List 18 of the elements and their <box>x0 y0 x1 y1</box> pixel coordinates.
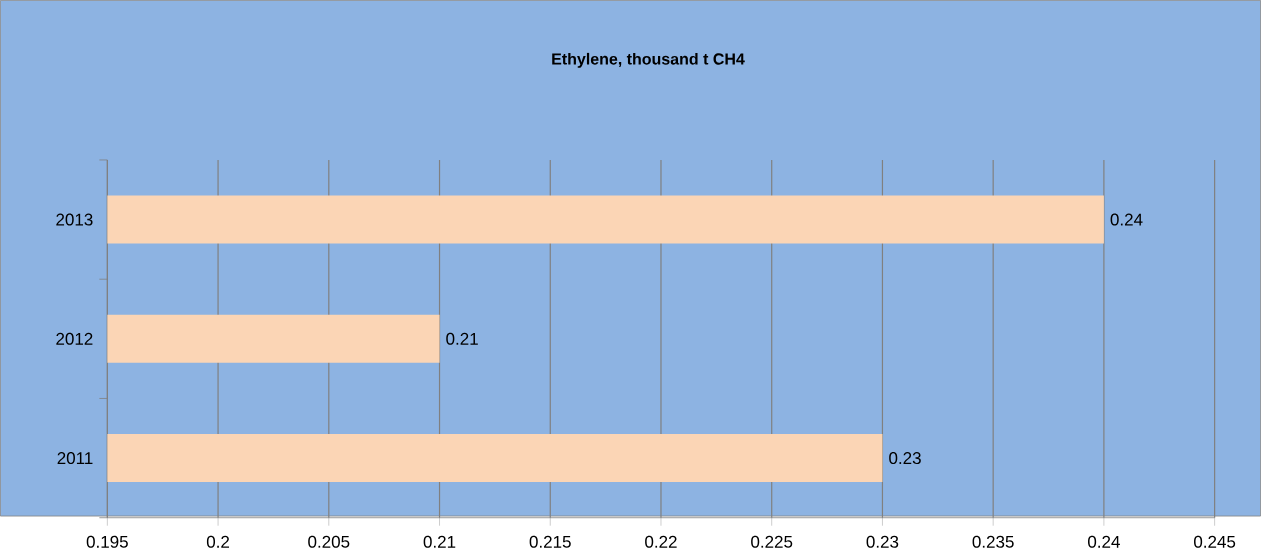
x-tick-label: 0.235 <box>972 535 1014 548</box>
data-label: 0.21 <box>446 332 478 345</box>
x-tick-label: 0.23 <box>866 535 899 548</box>
data-label: 0.24 <box>1110 213 1143 226</box>
y-tick-label: 2012 <box>56 332 93 345</box>
x-tick-label: 0.215 <box>529 535 571 548</box>
x-tick-label: 0.22 <box>645 535 677 548</box>
x-tick-label: 0.205 <box>308 535 350 548</box>
x-tick-label: 0.225 <box>751 535 793 548</box>
y-tick-label: 2011 <box>57 451 93 464</box>
data-label: 0.23 <box>889 451 921 464</box>
chart-title: Ethylene, thousand t CH4 <box>552 52 745 68</box>
x-tick-label: 0.195 <box>86 535 128 548</box>
x-tick-label: 0.24 <box>1088 535 1120 548</box>
y-tick-label: 2013 <box>56 213 93 226</box>
x-tick-label: 0.245 <box>1194 535 1236 548</box>
x-tick-label: 0.2 <box>206 535 230 548</box>
x-tick-label: 0.21 <box>423 535 456 548</box>
